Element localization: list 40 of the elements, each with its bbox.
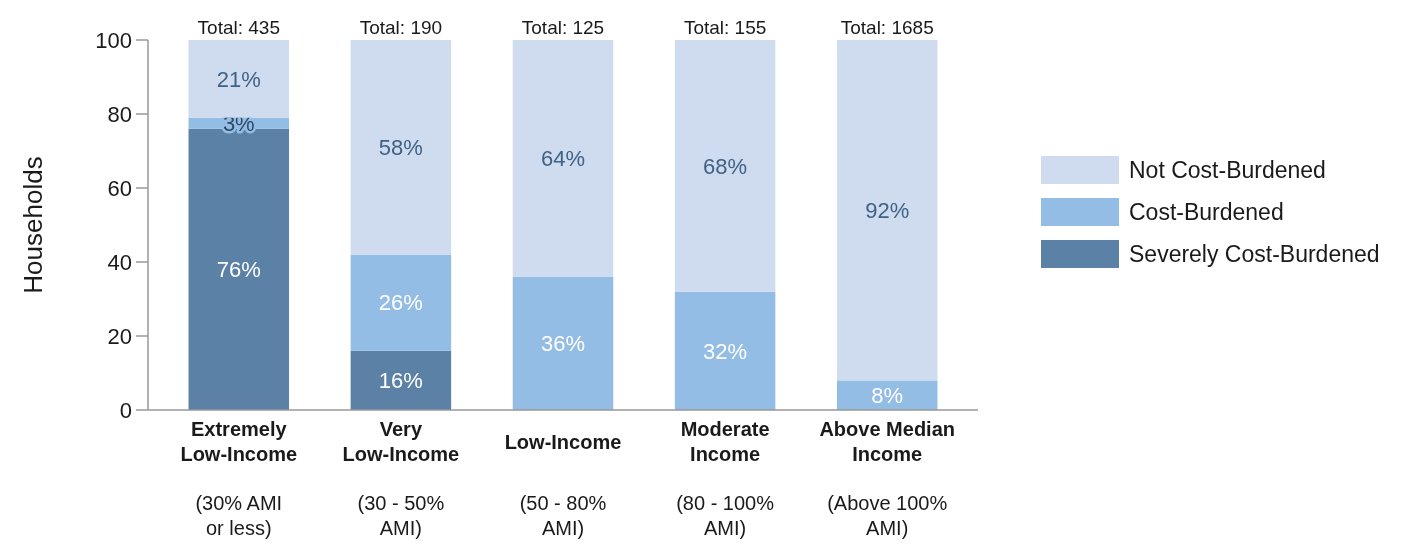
legend-label: Severely Cost-Burdened [1129,241,1380,268]
category-label: Extremely Low-Income (30% AMI or less) [180,418,298,539]
category-label: Moderate Income (80 - 100% AMI) [676,418,775,539]
y-tick-label: 40 [107,249,132,275]
annotation: Total: 190 [359,17,443,38]
legend-label: Not Cost-Burdened [1129,157,1326,184]
annotation: Total: 435 [197,17,280,38]
bar [836,40,938,381]
category-label: Very Low-Income (30 - 50% AMI) [342,418,460,539]
annotation: Total: 1685 [840,17,934,38]
bar [188,40,290,118]
legend-label: Cost-Burdened [1129,199,1284,226]
y-tick-label: 0 [119,397,132,423]
category-label: Above Median Income (Above 100% AMI) [819,418,956,539]
y-tick-label: 80 [107,101,132,127]
y-tick-label: 60 [107,175,132,201]
data-label: 21% [216,66,261,92]
annotation: Total: 125 [521,17,605,38]
data-label: 68% [703,153,748,179]
category-label: Low-Income (50 - 80% AMI) [504,431,622,539]
bar [350,350,452,410]
y-tick-label: 20 [107,323,132,349]
y-axis-title: Households [18,156,48,294]
data-label: 76% [216,257,261,283]
y-tick-label: 100 [95,27,132,53]
data-label: 64% [540,146,586,172]
bar [512,40,614,277]
bar [674,291,776,410]
data-label: 92% [865,197,910,223]
data-label: 58% [378,135,423,160]
data-label: 36% [540,331,586,357]
bar [512,276,614,410]
data-label: 32% [703,338,748,364]
data-label: 26% [378,290,423,316]
bar [350,40,452,255]
data-label: 16% [378,368,423,394]
bar [350,254,452,351]
bar [674,40,776,292]
annotation: Total: 155 [683,17,767,38]
data-label: 8% [871,382,904,408]
